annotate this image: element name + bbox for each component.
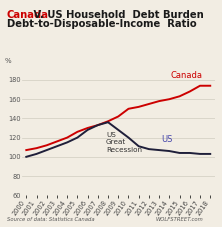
Text: US: US xyxy=(161,135,172,144)
Text: %: % xyxy=(5,58,12,64)
Text: V. US Household  Debt Burden: V. US Household Debt Burden xyxy=(30,10,204,20)
Text: Canada: Canada xyxy=(7,10,49,20)
Text: US
Great
Recession: US Great Recession xyxy=(106,132,142,153)
Text: Debt-to-Disposable-Income  Ratio: Debt-to-Disposable-Income Ratio xyxy=(7,19,196,29)
Text: WOLFSTREET.com: WOLFSTREET.com xyxy=(155,217,203,222)
Text: Canada: Canada xyxy=(170,71,202,80)
Text: Source of data: Statistics Canada: Source of data: Statistics Canada xyxy=(7,217,94,222)
